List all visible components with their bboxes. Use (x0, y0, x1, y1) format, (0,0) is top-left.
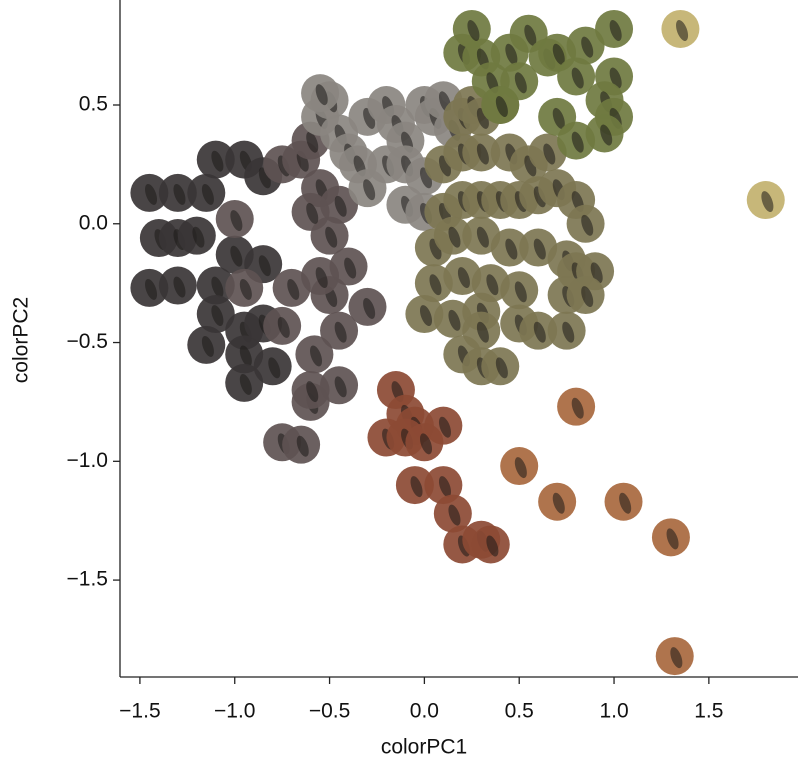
x-tick-label: −1.5 (119, 700, 160, 723)
bird-icon (581, 214, 594, 236)
bird-icon (495, 357, 508, 379)
bird-icon (419, 433, 433, 455)
bird-icon (666, 528, 679, 550)
bird-icon (287, 278, 300, 300)
bird-icon (230, 245, 243, 267)
bird-icon (505, 238, 518, 260)
bird-icon (552, 107, 565, 129)
bird-icon (514, 457, 527, 479)
bird-icon (533, 321, 546, 343)
bird-icon (467, 20, 480, 41)
bird-icon (670, 647, 683, 669)
bird-icon (505, 43, 518, 65)
y-tick-label: −1.5 (67, 568, 108, 591)
bird-icon (562, 321, 575, 343)
bird-icon (571, 397, 584, 419)
bird-icon (476, 226, 489, 248)
x-tick-label: 0.0 (410, 700, 439, 723)
x-tick-label: 0.5 (505, 700, 534, 723)
bird-icon (306, 131, 319, 153)
bird-icon (533, 238, 546, 260)
bird-icon (363, 179, 376, 201)
bird-icon (334, 195, 347, 217)
y-tick-label: −1.0 (67, 449, 108, 472)
bird-icon (334, 376, 347, 398)
bird-icon (211, 305, 224, 327)
bird-icon (201, 183, 214, 205)
bird-icon (268, 357, 281, 379)
bird-icon (609, 20, 622, 41)
bird-icon (334, 321, 347, 343)
bird-icon (211, 150, 224, 172)
bird-icon (239, 278, 252, 300)
points (130, 9, 785, 676)
bird-icon (552, 492, 565, 514)
bird-icon (495, 96, 508, 118)
bird-icon (476, 321, 489, 343)
bird-icon (239, 373, 252, 395)
bird-icon (173, 276, 186, 298)
bird-icon (761, 191, 774, 213)
bird-icon (192, 226, 205, 248)
bird-icon (277, 316, 290, 338)
bird-icon (315, 84, 328, 106)
bird-icon (514, 281, 527, 303)
y-tick-label: 0.5 (79, 93, 108, 116)
bird-icon (211, 276, 224, 298)
bird-icon (438, 476, 451, 498)
bird-icon (309, 345, 323, 367)
x-tick-label: −1.0 (214, 700, 255, 723)
bird-icon (410, 476, 423, 498)
bird-icon (201, 335, 214, 357)
bird-icon (552, 43, 565, 65)
x-tick-label: 1.5 (694, 700, 723, 723)
bird-icon (419, 305, 433, 327)
bird-icon (486, 535, 499, 557)
bird-icon (145, 278, 158, 300)
bird-icon (448, 309, 461, 331)
bird-icon (571, 67, 584, 89)
bird-icon (239, 345, 252, 367)
bird-icon (438, 416, 451, 438)
bird-icon (315, 267, 328, 289)
bird-icon (344, 257, 357, 279)
bird-icon (619, 492, 632, 514)
bird-icon (581, 286, 594, 308)
bird-icon (476, 143, 489, 165)
x-tick-label: −0.5 (309, 700, 350, 723)
bird-icon (543, 143, 556, 165)
y-tick-label: −0.5 (67, 330, 108, 353)
bird-icon (486, 274, 499, 296)
bird-icon (571, 131, 584, 153)
bird-icon (296, 435, 309, 457)
bird-icon (676, 20, 689, 41)
bird-icon (306, 381, 319, 403)
bird-icon (258, 255, 271, 277)
x-tick-label: 1.0 (599, 700, 628, 723)
y-tick-label: 0.0 (79, 211, 108, 234)
bird-icon (173, 183, 186, 205)
x-axis-title: colorPC1 (381, 736, 467, 759)
bird-icon (457, 267, 470, 289)
bird-icon (524, 24, 537, 46)
bird-icon (306, 202, 319, 224)
bird-icon (448, 226, 461, 248)
y-axis-title: colorPC2 (10, 297, 33, 383)
bird-icon (581, 36, 594, 58)
bird-icon (600, 124, 613, 146)
bird-icon (145, 183, 158, 205)
bird-icon (325, 226, 338, 248)
bird-icon (230, 210, 243, 232)
bird-icon (514, 72, 527, 94)
bird-icon (429, 274, 442, 296)
bird-icon (363, 297, 376, 319)
bird-icon (448, 504, 461, 526)
